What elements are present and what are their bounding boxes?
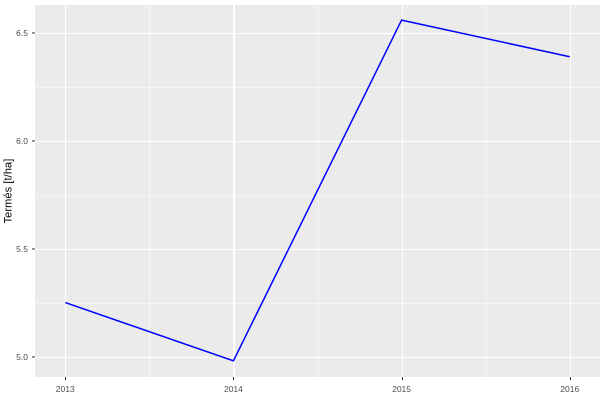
y-axis-tick-label: 6.5 bbox=[16, 28, 28, 39]
y-axis-tick-labels: 5.0 5.5 6.0 6.5 bbox=[0, 0, 35, 400]
series-layer bbox=[65, 19, 570, 362]
plot-panel bbox=[35, 5, 600, 377]
x-axis-tick-label: 2016 bbox=[560, 384, 580, 394]
gridline-major-horizontal bbox=[35, 33, 600, 35]
y-axis-tick-mark bbox=[32, 140, 35, 142]
gridline-major-vertical bbox=[569, 5, 571, 377]
gridline-major-horizontal bbox=[35, 356, 600, 358]
y-axis-tick-label: 5.0 bbox=[16, 351, 28, 362]
y-axis-tick-label: 6.0 bbox=[16, 135, 28, 146]
x-axis-tick-label: 2014 bbox=[223, 384, 243, 394]
x-axis-tick-labels: 2013 2014 2015 2016 bbox=[0, 377, 600, 400]
x-axis-tick-mark bbox=[401, 377, 403, 380]
y-axis-tick-label: 5.5 bbox=[16, 243, 28, 254]
x-axis-tick-mark bbox=[65, 377, 67, 380]
gridline-minor-vertical bbox=[485, 5, 487, 377]
x-axis-tick-label: 2015 bbox=[392, 384, 412, 394]
gridline-major-horizontal bbox=[35, 140, 600, 143]
gridline-minor-vertical bbox=[149, 5, 151, 377]
y-axis-tick-mark bbox=[32, 32, 35, 34]
gridline-major-vertical bbox=[401, 5, 403, 377]
y-axis-tick-mark bbox=[32, 248, 35, 250]
series-line-termes bbox=[65, 19, 570, 362]
gridline-major-horizontal bbox=[35, 248, 600, 250]
y-axis-tick-mark bbox=[32, 356, 35, 357]
x-axis-tick-mark bbox=[233, 377, 235, 380]
gridline-major-vertical bbox=[233, 5, 235, 377]
x-axis-tick-label: 2013 bbox=[55, 384, 75, 394]
gridline-major-vertical bbox=[65, 5, 67, 377]
x-axis-tick-mark bbox=[569, 377, 571, 380]
